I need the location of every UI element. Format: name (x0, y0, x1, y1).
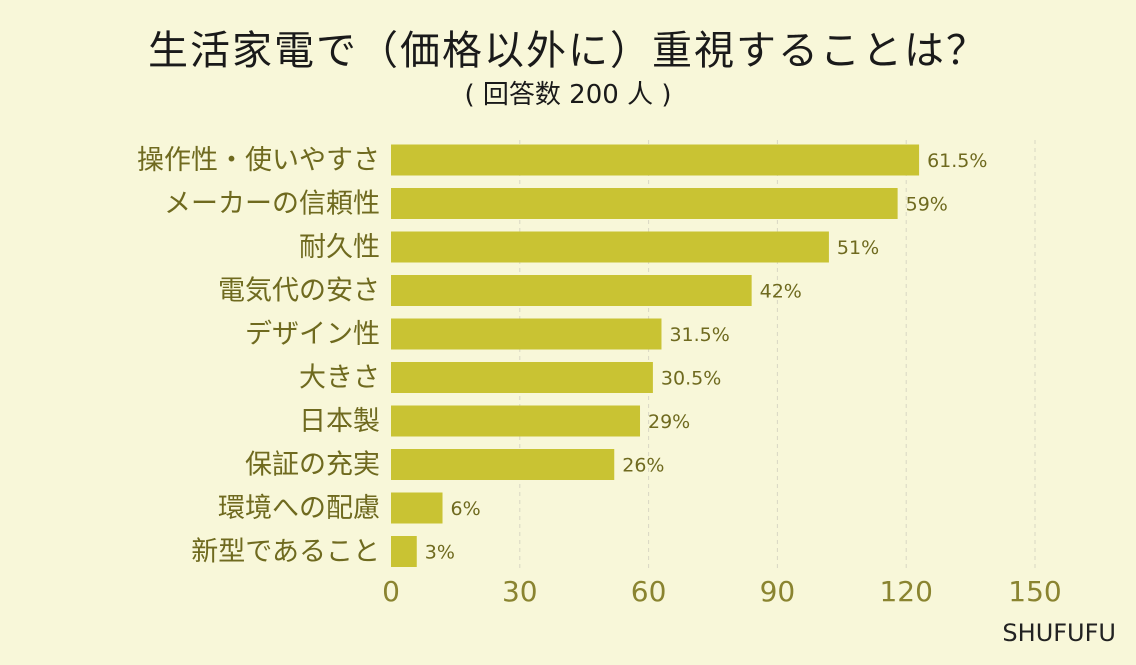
x-tick-label: 90 (760, 575, 796, 608)
x-tick-label: 30 (502, 575, 538, 608)
value-label: 51% (837, 237, 879, 259)
value-label: 42% (760, 281, 802, 303)
bar (391, 231, 829, 263)
category-label: デザイン性 (245, 319, 380, 350)
value-label: 3% (425, 542, 455, 564)
bar (391, 449, 615, 480)
value-label: 6% (451, 498, 481, 520)
bar (391, 275, 752, 306)
chart-subtitle: ( 回答数 200 人 ) (464, 80, 672, 110)
x-tick-label: 150 (1008, 575, 1061, 608)
value-label: 30.5% (661, 368, 721, 390)
chart-title: 生活家電で（価格以外に）重視することは？ (148, 28, 988, 74)
x-tick-label: 60 (631, 575, 667, 608)
category-label: 電気代の安さ (218, 276, 380, 307)
bar (391, 405, 641, 437)
bar (391, 362, 653, 393)
category-label: 操作性・使いやすさ (137, 145, 380, 176)
category-label: 耐久性 (299, 232, 380, 263)
value-label: 61.5% (927, 150, 987, 172)
category-label: 大きさ (299, 363, 380, 394)
category-label: 新型であること (191, 537, 380, 568)
x-tick-label: 0 (382, 575, 400, 608)
category-label: 保証の充実 (245, 450, 380, 481)
value-label: 26% (622, 455, 664, 477)
bar (391, 536, 417, 567)
category-label: メーカーの信頼性 (164, 189, 380, 220)
bar (391, 318, 662, 350)
value-label: 59% (906, 194, 948, 216)
category-label: 環境への配慮 (218, 493, 380, 524)
bar (391, 144, 920, 176)
value-label: 29% (648, 411, 690, 433)
category-label: 日本製 (299, 406, 380, 437)
bar (391, 188, 898, 219)
bar (391, 492, 443, 524)
x-tick-label: 120 (879, 575, 932, 608)
value-label: 31.5% (669, 324, 729, 346)
brand-logo: SHUFUFU (1002, 619, 1116, 647)
